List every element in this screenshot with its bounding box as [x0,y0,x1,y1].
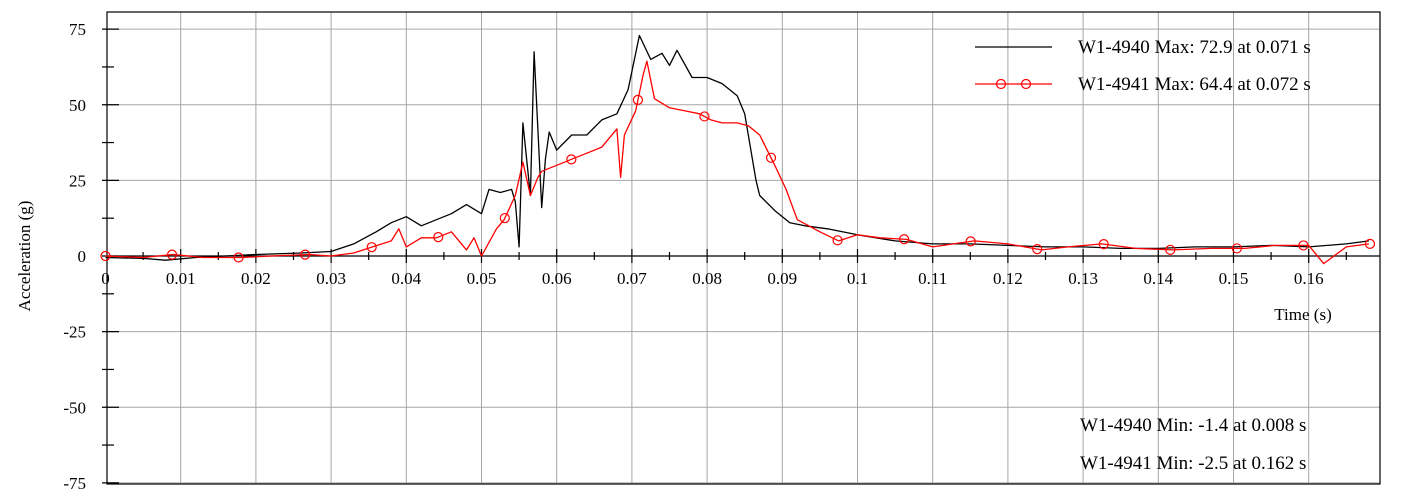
x-tick-label: 0 [101,269,110,288]
x-tick-label: 0.13 [1068,269,1098,288]
series-2-marker [965,236,976,247]
series-2-marker [566,154,577,165]
min-annotation-series-1: W1-4940 Min: -1.4 at 0.008 s [1080,415,1306,436]
series-line-2 [105,60,1369,265]
x-tick-label: 0.04 [391,269,421,288]
x-tick-label: 0.05 [467,269,497,288]
y-tick-label: 25 [69,171,86,190]
series-2-marker [1231,243,1242,254]
x-tick-label: 0.08 [692,269,722,288]
series-2-marker [1364,238,1376,249]
legend: W1-4940 Max: 72.9 at 0.071 s W1-4941 Max… [975,37,1311,95]
series-2-marker [300,249,311,260]
x-tick-label: 0.16 [1294,269,1324,288]
series-2-marker [366,242,377,253]
y-tick-label: 75 [69,20,86,39]
x-tick-label: 0.07 [617,269,647,288]
axes [102,11,1381,485]
series-2-marker [632,94,644,106]
series-2-marker [499,212,510,224]
x-axis-title: Time (s) [1274,305,1331,324]
legend-marker-series-2a [995,78,1007,90]
x-tick-label: 0.15 [1219,269,1249,288]
y-tick-label: -25 [63,323,86,342]
series-2-marker [1098,239,1109,250]
y-axis-title: Acceleration (g) [15,201,34,312]
y-tick-label: -75 [63,474,86,493]
x-tick-label: 0.06 [542,269,572,288]
x-tick-label: 0.01 [166,269,196,288]
legend-label-series-1: W1-4940 Max: 72.9 at 0.071 s [1078,37,1311,58]
series-2-marker [899,234,910,245]
series-2-marker [1032,244,1043,255]
series-2-marker [233,252,244,263]
x-tick-label: 0.09 [767,269,797,288]
series-2-marker [1165,244,1176,255]
series-2-marker [699,111,710,122]
series-2-marker [166,249,178,260]
x-tick-label: 0.1 [847,269,868,288]
x-tick-label: 0.03 [316,269,346,288]
x-tick-label: 0.11 [918,269,947,288]
legend-marker-series-2b [1020,78,1032,90]
tick-labels: 0 0.01 0.02 0.03 0.04 0.05 0.06 0.07 0.08 0.09 0.1… [63,20,1323,493]
y-tick-label: -50 [63,398,86,417]
legend-label-series-2: W1-4941 Max: 64.4 at 0.072 s [1078,74,1311,95]
y-tick-label: 0 [78,247,87,266]
series-2-marker [433,231,444,243]
y-tick-label: 50 [69,96,86,115]
series-2-marker [100,250,111,262]
x-tick-label: 0.14 [1143,269,1173,288]
series-2-marker [832,235,843,246]
series-2-marker [1298,240,1309,251]
series-2-marker [765,152,777,163]
min-annotation-series-2: W1-4941 Min: -2.5 at 0.162 s [1080,453,1306,474]
x-tick-label: 0.12 [993,269,1023,288]
plot-frame [106,11,1381,485]
series-line-1 [105,34,1369,261]
series [100,34,1376,265]
x-tick-label: 0.02 [241,269,271,288]
